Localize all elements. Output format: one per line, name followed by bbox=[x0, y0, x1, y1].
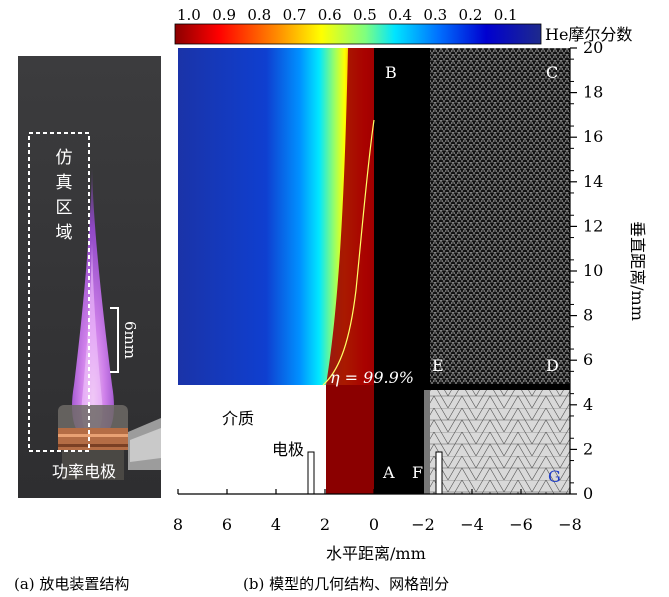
scale-label: 6mm bbox=[121, 321, 139, 359]
colorbar-tick-label: 1.0 bbox=[177, 6, 201, 24]
y-tick-label: 16 bbox=[583, 127, 603, 146]
y-axis-label: 垂直距离/mm bbox=[628, 221, 647, 321]
subdomain-label-g: G bbox=[548, 467, 561, 486]
colorbar-tick-label: 0.7 bbox=[283, 6, 307, 24]
jet-core bbox=[326, 385, 374, 494]
discharge-photo bbox=[18, 56, 161, 498]
black-region bbox=[374, 48, 430, 494]
y-tick-label: 0 bbox=[583, 484, 593, 503]
domain-labels: A B C D E F G 介质 电极 η = 99.9% bbox=[222, 63, 561, 486]
x-tick-label: 8 bbox=[173, 515, 183, 534]
colorbar-tick-label: 0.9 bbox=[212, 6, 236, 24]
corner-label-e: E bbox=[432, 356, 444, 375]
colorbar-tick-label: 0.4 bbox=[388, 6, 412, 24]
electrode-label: 电极 bbox=[272, 440, 304, 459]
y-tick-label: 2 bbox=[583, 439, 593, 458]
corner-label-f: F bbox=[412, 463, 423, 482]
y-tick-label: 8 bbox=[583, 306, 593, 325]
x-tick-label: −4 bbox=[460, 515, 484, 534]
corner-label-a: A bbox=[382, 463, 395, 482]
caption-b: (b) 模型的几何结构、网格剖分 bbox=[243, 575, 450, 593]
electrode-right bbox=[435, 451, 443, 495]
y-tick-label: 4 bbox=[583, 395, 593, 414]
colorbar-ticks: 1.0 0.9 0.8 0.7 0.6 0.5 0.4 0.3 0.2 0.1 bbox=[177, 6, 518, 24]
colorbar-tick-label: 0.2 bbox=[459, 6, 483, 24]
x-axis: 8 6 4 2 0 −2 −4 −6 −8 bbox=[173, 489, 582, 534]
colorbar-label: He摩尔分数 bbox=[545, 25, 632, 44]
colorbar: 1.0 0.9 0.8 0.7 0.6 0.5 0.4 0.3 0.2 0.1 bbox=[174, 6, 542, 45]
colorbar-tick-label: 0.6 bbox=[318, 6, 342, 24]
x-tick-label: 0 bbox=[369, 515, 379, 534]
y-tick-label: 14 bbox=[583, 172, 603, 191]
contour-line bbox=[322, 119, 375, 386]
power-electrode-label: 功率电极 bbox=[52, 462, 117, 481]
x-tick-label: 4 bbox=[271, 515, 281, 534]
simulation-region-label: 仿 真 区 域 bbox=[52, 146, 76, 246]
corner-label-b: B bbox=[385, 63, 397, 82]
colorbar-tick-label: 0.1 bbox=[494, 6, 518, 24]
colorbar-tick-label: 0.5 bbox=[353, 6, 377, 24]
corner-label-d: D bbox=[546, 356, 559, 375]
y-tick-label: 12 bbox=[583, 216, 603, 235]
caption-a: (a) 放电装置结构 bbox=[14, 575, 130, 593]
region-char: 真 bbox=[55, 173, 73, 193]
region-char: 域 bbox=[55, 223, 73, 243]
corner-label-c: C bbox=[546, 63, 558, 82]
x-tick-label: −6 bbox=[509, 515, 533, 534]
coarse-mesh bbox=[430, 390, 570, 494]
y-tick-label: 6 bbox=[583, 350, 593, 369]
y-tick-label: 18 bbox=[583, 83, 603, 102]
simulation-domain bbox=[178, 48, 570, 495]
contour-label: η = 99.9% bbox=[330, 368, 414, 387]
region-char: 区 bbox=[55, 198, 73, 218]
x-tick-label: −2 bbox=[411, 515, 435, 534]
x-tick-label: 2 bbox=[320, 515, 330, 534]
x-axis-label: 水平距离/mm bbox=[326, 544, 426, 563]
x-tick-label: −8 bbox=[558, 515, 582, 534]
y-axis: 0 2 4 6 8 10 12 14 16 18 20 bbox=[569, 38, 603, 503]
colorbar-tick-label: 0.8 bbox=[247, 6, 271, 24]
electrode-left bbox=[307, 451, 315, 495]
y-tick-label: 10 bbox=[583, 261, 603, 280]
fine-mesh bbox=[430, 48, 570, 384]
dielectric-label: 介质 bbox=[222, 409, 254, 428]
region-char: 仿 bbox=[55, 148, 73, 168]
y-tick-label: 20 bbox=[583, 38, 603, 57]
x-tick-label: 6 bbox=[222, 515, 232, 534]
colorbar-tick-label: 0.3 bbox=[423, 6, 447, 24]
